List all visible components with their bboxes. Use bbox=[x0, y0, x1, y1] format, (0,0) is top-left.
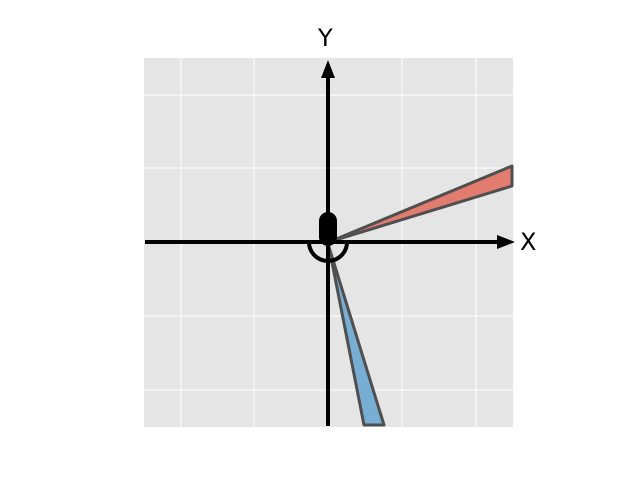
blue-wedge bbox=[327, 245, 386, 427]
red-wedge bbox=[327, 164, 514, 244]
y-axis-label: Y bbox=[317, 24, 333, 52]
origin-rounded-marker bbox=[319, 212, 337, 246]
x-axis-arrowhead bbox=[497, 235, 515, 249]
origin-arc bbox=[307, 240, 349, 263]
x-axis-label: X bbox=[520, 228, 536, 256]
y-axis-arrowhead bbox=[321, 60, 335, 78]
